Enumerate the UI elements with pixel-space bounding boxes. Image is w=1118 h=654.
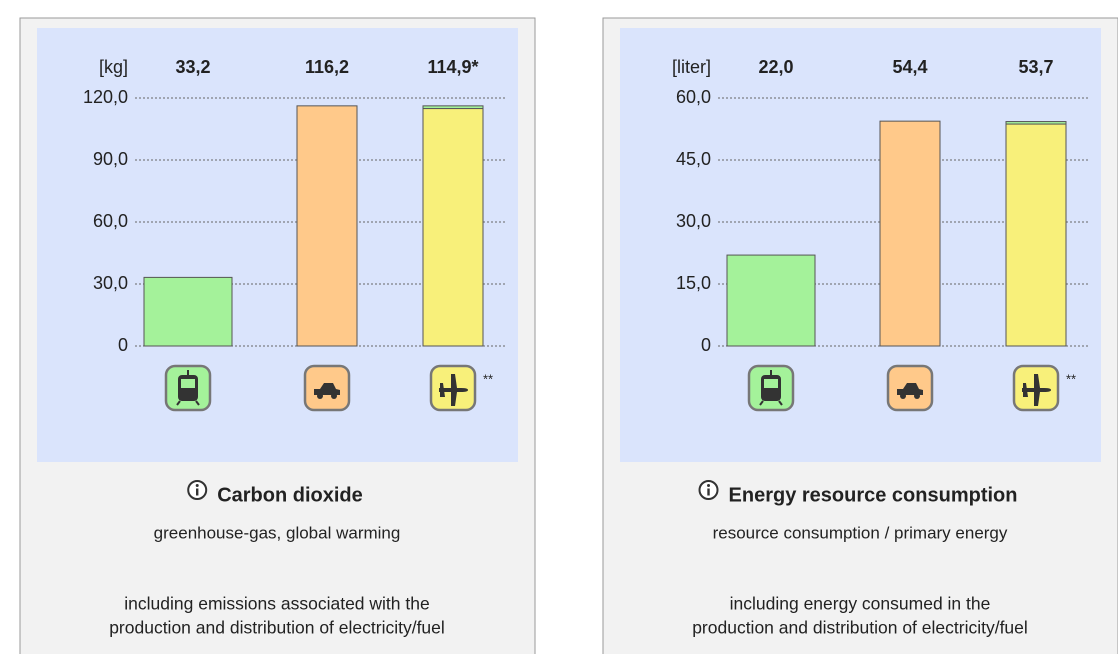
value-label: 114,9* xyxy=(427,57,478,77)
icon-train-leg xyxy=(759,400,764,406)
value-label: 116,2 xyxy=(305,57,349,77)
chart-title: Carbon dioxide xyxy=(217,484,363,506)
unit-label: [kg] xyxy=(99,57,128,77)
y-tick-label: 90,0 xyxy=(93,149,128,169)
mode-icon xyxy=(747,364,795,412)
icon-train-leg xyxy=(176,400,181,406)
icon-note: ** xyxy=(1066,371,1076,386)
icon-train-leg xyxy=(778,400,783,406)
value-label: 54,4 xyxy=(892,57,927,77)
chart-subtitle: resource consumption / primary energy xyxy=(713,523,1008,542)
bar xyxy=(726,254,816,347)
y-tick-label: 60,0 xyxy=(676,87,711,107)
mode-icon xyxy=(429,364,477,412)
bar xyxy=(879,120,941,347)
bar xyxy=(1005,123,1067,347)
bar-cap xyxy=(1005,121,1067,125)
icon-car-wheel xyxy=(331,393,337,399)
chart-note: including emissions associated with the xyxy=(124,594,429,614)
bar xyxy=(296,105,358,347)
chart-note: including energy consumed in the xyxy=(730,594,991,614)
icon-train-window xyxy=(764,379,778,388)
y-tick-label: 30,0 xyxy=(676,211,711,231)
icon-car xyxy=(314,383,340,395)
mode-icon xyxy=(886,364,934,412)
y-tick-label: 30,0 xyxy=(93,273,128,293)
icon-train-window xyxy=(181,379,195,388)
icon-train-leg xyxy=(195,400,200,406)
icon-note: ** xyxy=(483,371,493,386)
icon-plane xyxy=(439,374,468,406)
chart-subtitle: greenhouse-gas, global warming xyxy=(154,523,401,542)
icon-plane xyxy=(1022,374,1051,406)
chart-note: production and distribution of electrici… xyxy=(692,618,1028,638)
y-tick-label: 45,0 xyxy=(676,149,711,169)
unit-label: [liter] xyxy=(672,57,711,77)
icon-car xyxy=(897,383,923,395)
icon-car-wheel xyxy=(317,393,323,399)
bar xyxy=(143,276,233,347)
y-tick-label: 0 xyxy=(701,335,711,355)
icon-car-wheel xyxy=(914,393,920,399)
chart-title: Energy resource consumption xyxy=(729,484,1018,506)
y-tick-label: 15,0 xyxy=(676,273,711,293)
y-tick-label: 0 xyxy=(118,335,128,355)
value-label: 33,2 xyxy=(175,57,210,77)
value-label: 53,7 xyxy=(1018,57,1053,77)
info-icon-dot xyxy=(707,484,711,487)
chart-note: production and distribution of electrici… xyxy=(109,618,445,638)
mode-icon xyxy=(303,364,351,412)
mode-icon xyxy=(164,364,212,412)
info-icon-dot xyxy=(195,484,199,487)
bar xyxy=(422,108,484,347)
y-tick-label: 60,0 xyxy=(93,211,128,231)
y-tick-label: 120,0 xyxy=(83,87,128,107)
bar-cap xyxy=(422,105,484,110)
value-label: 22,0 xyxy=(758,57,793,77)
icon-car-wheel xyxy=(900,393,906,399)
mode-icon xyxy=(1012,364,1060,412)
